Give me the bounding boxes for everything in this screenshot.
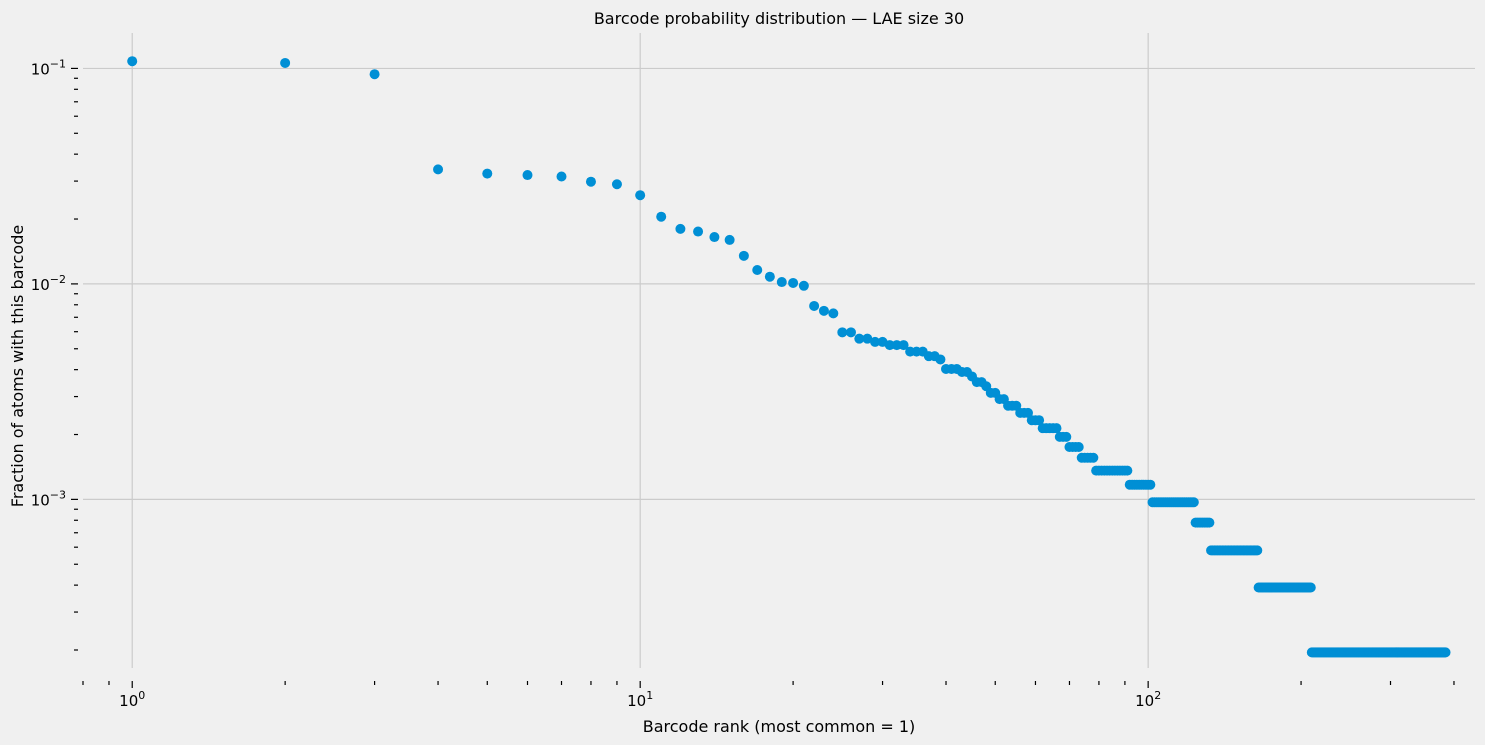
data-point [798,280,809,291]
data-point [738,250,749,261]
data-point [809,300,820,311]
data-point [1022,407,1033,418]
data-point [828,308,839,319]
x-axis-label: Barcode rank (most common = 1) [643,717,916,736]
data-point [1305,582,1316,593]
chart-title: Barcode probability distribution — LAE s… [594,9,964,28]
data-point [280,57,291,68]
data-point [752,265,763,276]
data-point [369,69,380,80]
x-tick-label: 101 [627,689,653,710]
data-point [935,354,946,365]
y-tick-label: 10−2 [31,273,66,294]
data-point [854,333,865,344]
data-point [1034,415,1045,426]
y-tick-label: 10−1 [31,57,66,78]
data-point [1440,647,1451,658]
y-axis-label: Fraction of atoms with this barcode [8,225,27,507]
y-tick-label: 10−3 [31,488,66,509]
data-point [1051,423,1062,434]
data-point [1204,517,1215,528]
data-point [845,327,856,338]
data-point [127,56,138,67]
data-point [1145,479,1156,490]
data-point [709,232,720,243]
data-point [433,164,444,175]
data-point [837,327,848,338]
data-points [127,56,1451,658]
data-point [788,277,799,288]
data-point [1073,442,1084,453]
data-point [675,223,686,234]
data-point [585,176,596,187]
data-point [482,168,493,179]
data-point [1252,545,1263,556]
data-point [522,170,533,181]
data-point [862,333,873,344]
data-point [724,234,735,245]
x-tick-label: 100 [119,689,145,710]
data-point [818,305,829,316]
data-point [656,211,667,222]
data-point [611,179,622,190]
tick-labels: 100 101 102 10−1 10−2 10−3 [31,57,1162,710]
data-point [764,271,775,282]
data-point [1188,497,1199,508]
data-point [556,171,567,182]
data-point [870,336,881,347]
data-point [884,340,895,351]
data-point [635,190,646,201]
data-point [776,277,787,288]
data-point [898,340,909,351]
data-point [693,226,704,237]
data-point [1061,431,1072,442]
data-point [1122,465,1133,476]
axis-ticks [71,67,1455,688]
data-point [1088,452,1099,463]
x-tick-label: 102 [1135,689,1161,710]
